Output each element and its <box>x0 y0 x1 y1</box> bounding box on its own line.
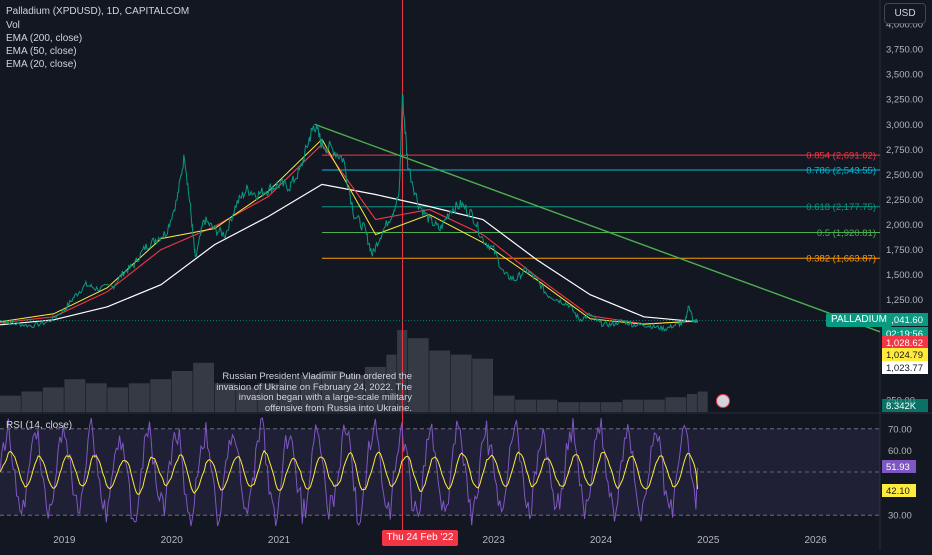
price-tag-3: 1,024.79 <box>886 350 923 361</box>
rsi-value-tag-box <box>882 460 916 473</box>
currency-button[interactable]: USD <box>884 3 926 24</box>
price-tag-0: 1,041.60 <box>886 315 923 326</box>
volume-bar-31 <box>643 399 665 412</box>
volume-bar-7 <box>150 379 172 412</box>
x-tick-4: 2024 <box>590 535 613 546</box>
indicator-ema50-label[interactable]: EMA (50, close) <box>6 46 77 57</box>
ema200-line <box>0 183 698 326</box>
x-tick-1: 2020 <box>161 535 184 546</box>
volume-bar-18 <box>386 354 397 412</box>
price-tag-2: 1,028.62 <box>886 338 923 349</box>
volume-bar-20 <box>407 338 429 412</box>
ema50-line <box>0 143 698 325</box>
volume-bar-9 <box>193 362 215 412</box>
price-tick-8: 2,000.00 <box>886 220 923 231</box>
volume-bar-30 <box>622 399 644 412</box>
volume-bar-8 <box>171 371 193 412</box>
price-tick-7: 2,250.00 <box>886 195 923 206</box>
x-tick-6: 2026 <box>804 535 827 546</box>
rsi-tick-2: 30.00 <box>888 511 912 522</box>
volume-bar-24 <box>493 395 515 412</box>
x-tick-2: 2021 <box>268 535 291 546</box>
price-tag-box-3 <box>882 348 928 361</box>
rsi-ma-line <box>0 449 699 496</box>
volume-bar-34 <box>697 391 708 412</box>
volume-bar-1 <box>21 391 43 412</box>
volume-bar-32 <box>665 397 687 412</box>
volume-bar-5 <box>107 387 129 412</box>
fib-level-label-0: 0.854 (2,691.62) <box>806 151 876 162</box>
volume-bar-22 <box>450 354 472 412</box>
indicator-volume-label[interactable]: Vol <box>6 20 20 31</box>
volume-bar-4 <box>85 383 107 412</box>
price-tick-0: 4,000.00 <box>886 20 923 31</box>
price-tick-2: 3,500.00 <box>886 70 923 81</box>
price-tick-1: 3,750.00 <box>886 45 923 56</box>
rsi-line <box>0 417 699 527</box>
fib-level-label-4: 0.382 (1,663.87) <box>806 254 876 265</box>
volume-bar-33 <box>686 393 697 412</box>
volume-bar-2 <box>42 387 64 412</box>
price-tick-4: 3,000.00 <box>886 120 923 131</box>
indicator-ema20-label[interactable]: EMA (20, close) <box>6 59 77 70</box>
volume-bar-6 <box>128 383 150 412</box>
volume-bar-10 <box>214 383 236 412</box>
rsi-indicator-label[interactable]: RSI (14, close) <box>6 420 73 431</box>
price-tag-box-2 <box>882 336 928 349</box>
symbol-tag: PALLADIUM <box>826 313 892 327</box>
volume-bar-16 <box>343 375 365 412</box>
price-tick-9: 1,750.00 <box>886 245 923 256</box>
x-tick-5: 2025 <box>697 535 720 546</box>
volume-bar-27 <box>558 402 579 412</box>
x-tick-3: 2023 <box>483 535 506 546</box>
volume-bar-3 <box>64 379 86 412</box>
volume-last-label: 8.342K <box>886 401 917 412</box>
price-tick-10: 1,500.00 <box>886 270 923 281</box>
volume-bar-13 <box>279 379 300 412</box>
price-tag-4: 1,023.77 <box>886 363 923 374</box>
volume-bar-28 <box>579 402 601 412</box>
volume-bar-21 <box>429 350 451 412</box>
volume-bar-17 <box>364 366 386 412</box>
rsi-ma-label: 42.10 <box>886 486 910 497</box>
volume-bar-26 <box>536 399 558 412</box>
rsi-ma-tag-box <box>882 484 916 497</box>
volume-bar-15 <box>321 371 343 412</box>
price-tag-box-4 <box>882 361 928 374</box>
price-tick-5: 2,750.00 <box>886 145 923 156</box>
volume-bar-25 <box>515 399 536 412</box>
volume-bar-23 <box>472 358 494 412</box>
fib-level-label-2: 0.618 (2,177.75) <box>806 202 876 213</box>
trendline[interactable] <box>314 123 881 333</box>
crosshair-date-label: Thu 24 Feb '22 <box>382 530 458 546</box>
price-tag-1: 02:19:56 <box>886 329 923 340</box>
rsi-tick-0: 70.00 <box>888 424 912 435</box>
volume-bar-14 <box>300 375 322 412</box>
ema20-line <box>0 138 698 325</box>
price-line[interactable] <box>0 93 698 333</box>
rsi-tick-1: 60.00 <box>888 446 912 457</box>
fib-level-label-1: 0.786 (2,543.55) <box>806 166 876 177</box>
volume-bar-0 <box>0 395 21 412</box>
price-tick-3: 3,250.00 <box>886 95 923 106</box>
rsi-value-label: 51.93 <box>886 462 910 473</box>
price-tick-6: 2,500.00 <box>886 170 923 181</box>
volume-bar-11 <box>236 387 257 412</box>
indicator-ema200-label[interactable]: EMA (200, close) <box>6 33 83 44</box>
rsi-band <box>0 428 880 516</box>
price-tick-11: 1,250.00 <box>886 295 923 306</box>
volume-bar-12 <box>257 383 279 412</box>
volume-bar-29 <box>600 402 622 412</box>
fib-level-label-3: 0.5 (1,920.81) <box>817 228 876 239</box>
chart-title: Palladium (XPDUSD), 1D, CAPITALCOM <box>6 6 190 17</box>
us-flag-icon[interactable] <box>716 394 730 408</box>
volume-tag-box <box>882 399 928 412</box>
x-tick-0: 2019 <box>53 535 76 546</box>
price-tag-box-0 <box>882 313 928 326</box>
event-annotation: Russian President Vladimir Putin ordered… <box>216 371 412 414</box>
